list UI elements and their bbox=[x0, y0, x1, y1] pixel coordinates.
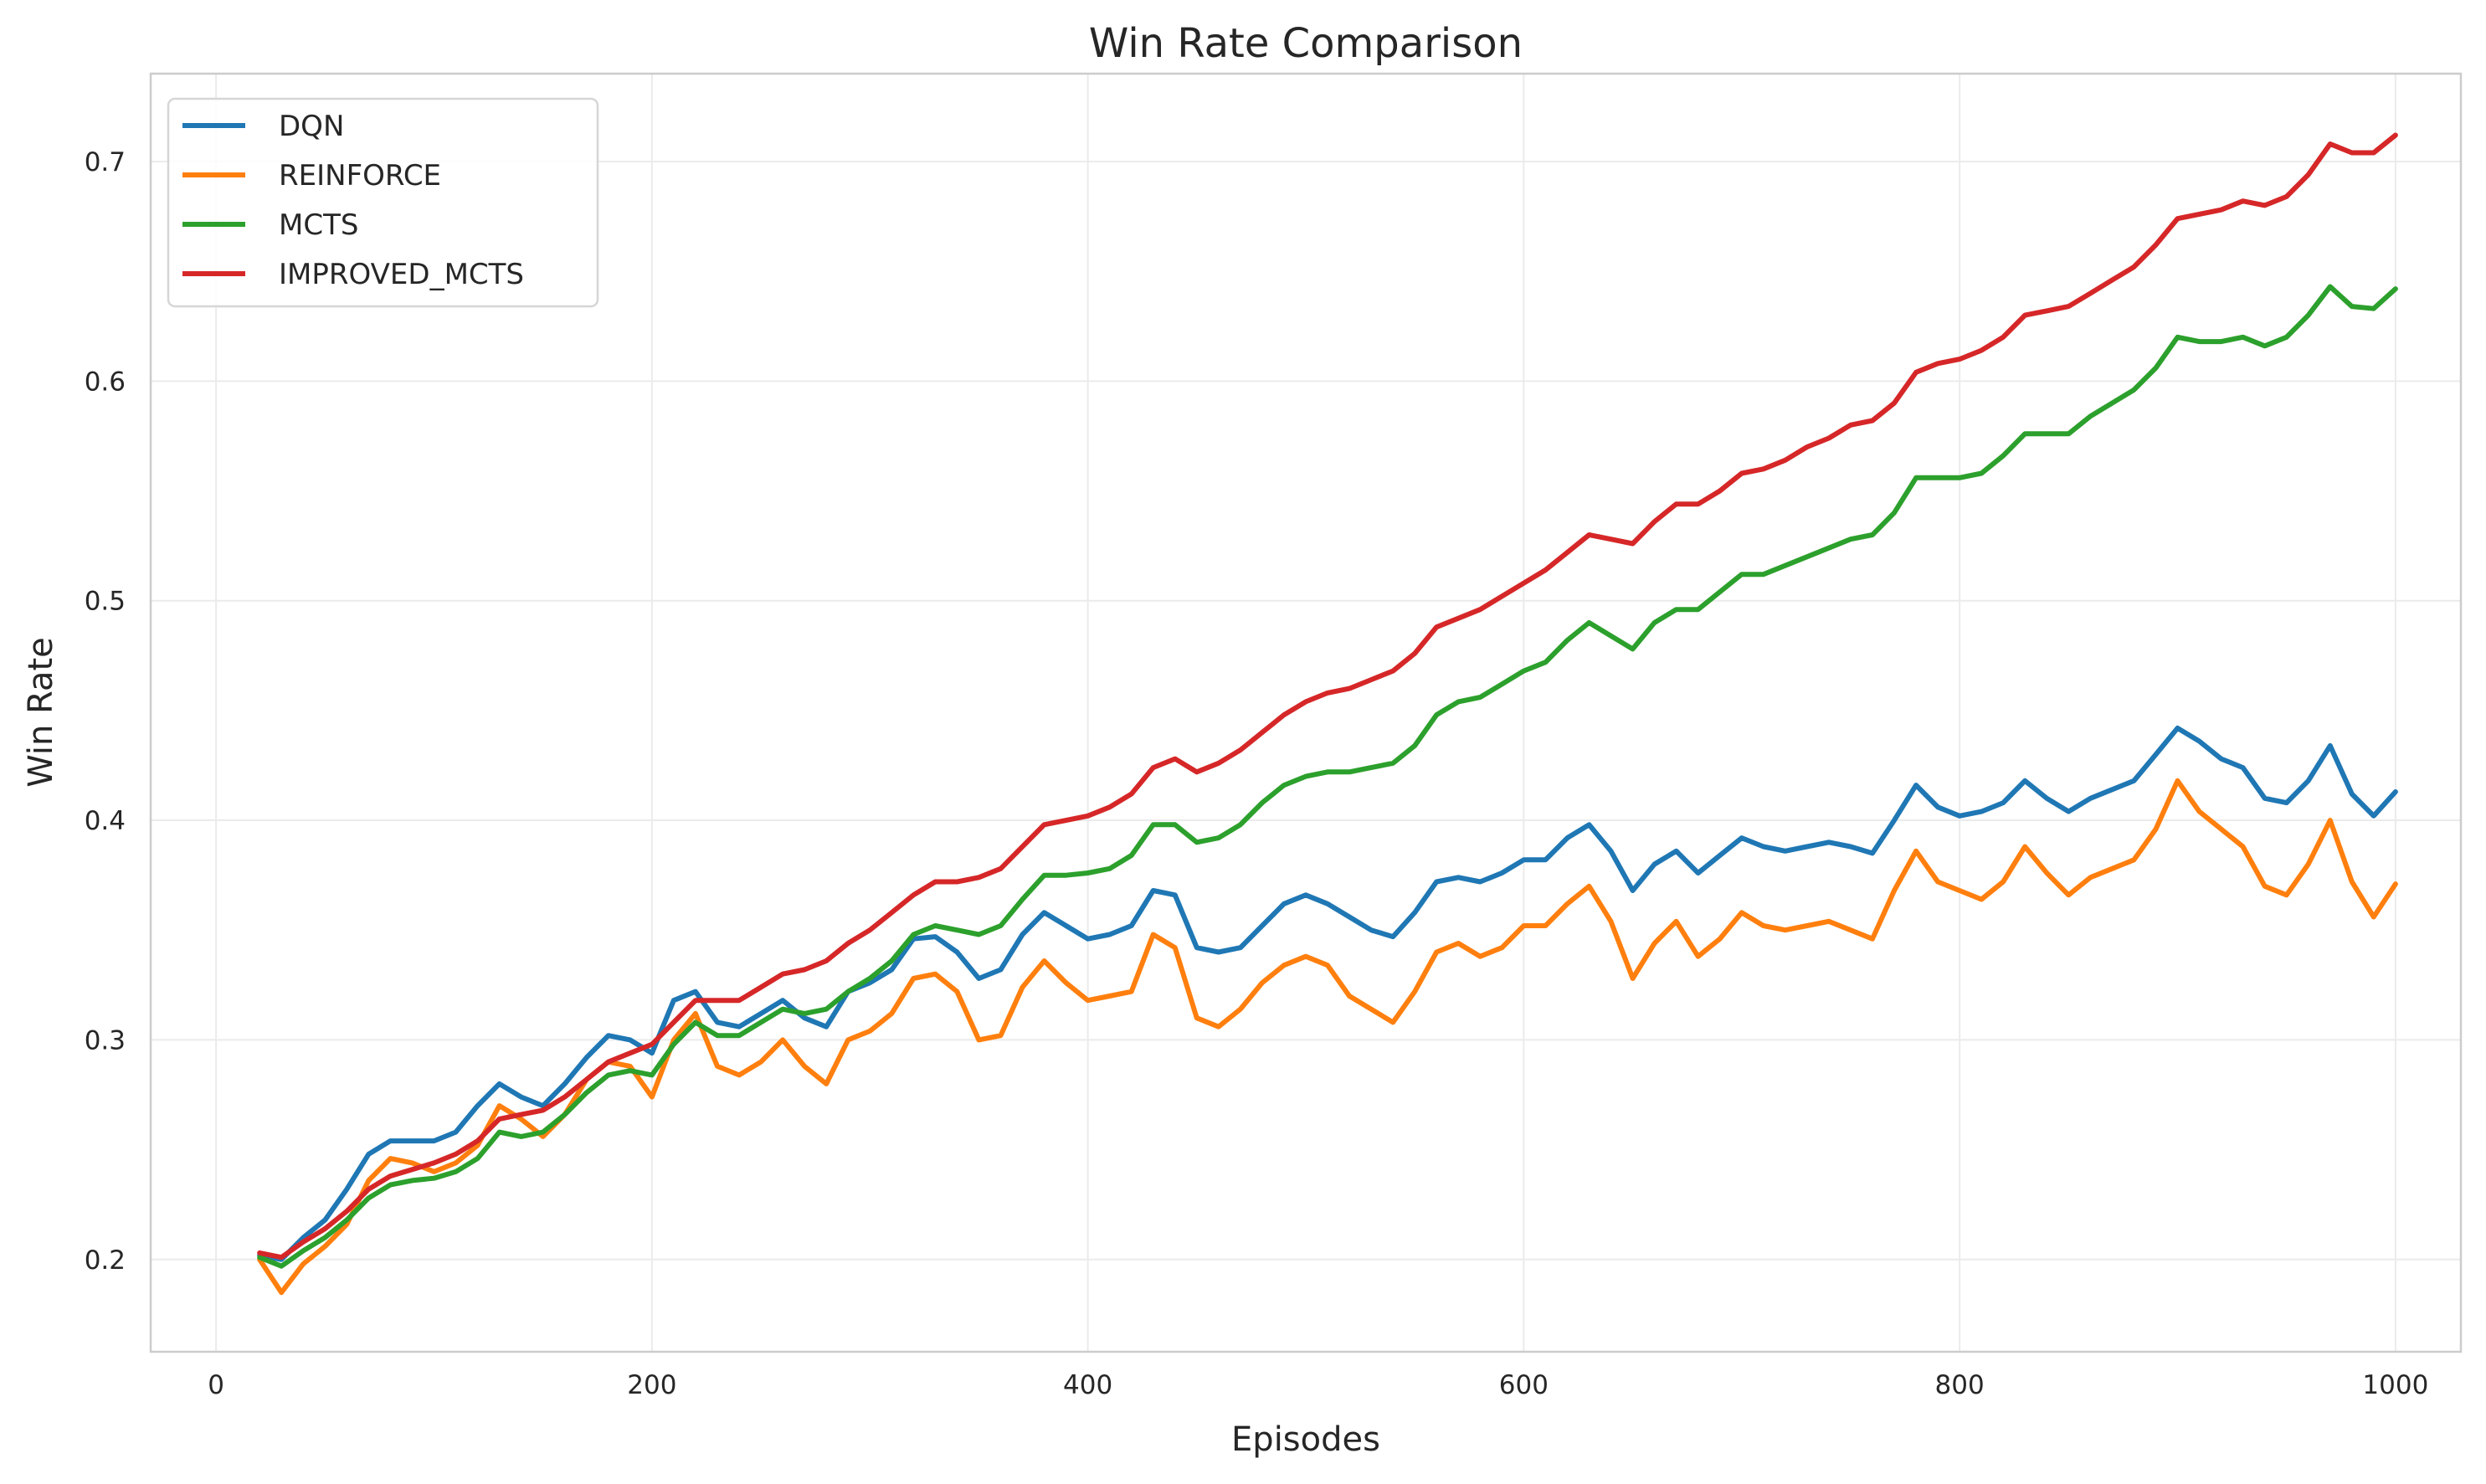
y-tick-labels: 0.2 0.3 0.4 0.5 0.6 0.7 bbox=[85, 147, 126, 1276]
x-tick-label: 600 bbox=[1499, 1370, 1549, 1400]
chart-title: Win Rate Comparison bbox=[1089, 20, 1523, 67]
x-tick-label: 1000 bbox=[2362, 1370, 2428, 1400]
x-tick-label: 800 bbox=[1935, 1370, 1985, 1400]
y-tick-label: 0.3 bbox=[85, 1025, 126, 1055]
legend-label: IMPROVED_MCTS bbox=[279, 258, 524, 291]
series-line-dqn bbox=[257, 725, 2398, 1262]
y-tick-label: 0.4 bbox=[85, 806, 126, 836]
plot-frame bbox=[149, 72, 2463, 1353]
x-tick-label: 0 bbox=[208, 1370, 224, 1400]
series-line-reinforce bbox=[257, 778, 2398, 1296]
y-tick-label: 0.2 bbox=[85, 1245, 126, 1276]
series-line-mcts bbox=[257, 284, 2398, 1269]
legend-label: DQN bbox=[279, 110, 344, 143]
x-tick-labels: 0 200 400 600 800 1000 bbox=[208, 1370, 2428, 1400]
y-tick-label: 0.7 bbox=[85, 147, 126, 177]
y-tick-label: 0.5 bbox=[85, 587, 126, 617]
legend-box bbox=[167, 97, 599, 308]
series-line-improved-mcts bbox=[257, 132, 2398, 1261]
x-axis-label: Episodes bbox=[1231, 1420, 1380, 1459]
legend-label: MCTS bbox=[279, 208, 358, 242]
series-lines bbox=[257, 132, 2398, 1296]
x-tick-label: 400 bbox=[1063, 1370, 1112, 1400]
legend-label: REINFORCE bbox=[279, 159, 441, 193]
y-tick-label: 0.6 bbox=[85, 367, 126, 397]
y-axis-label: Win Rate bbox=[22, 637, 60, 788]
x-tick-label: 200 bbox=[627, 1370, 676, 1400]
legend: DQN REINFORCE MCTS IMPROVED_MCTS bbox=[167, 97, 599, 308]
